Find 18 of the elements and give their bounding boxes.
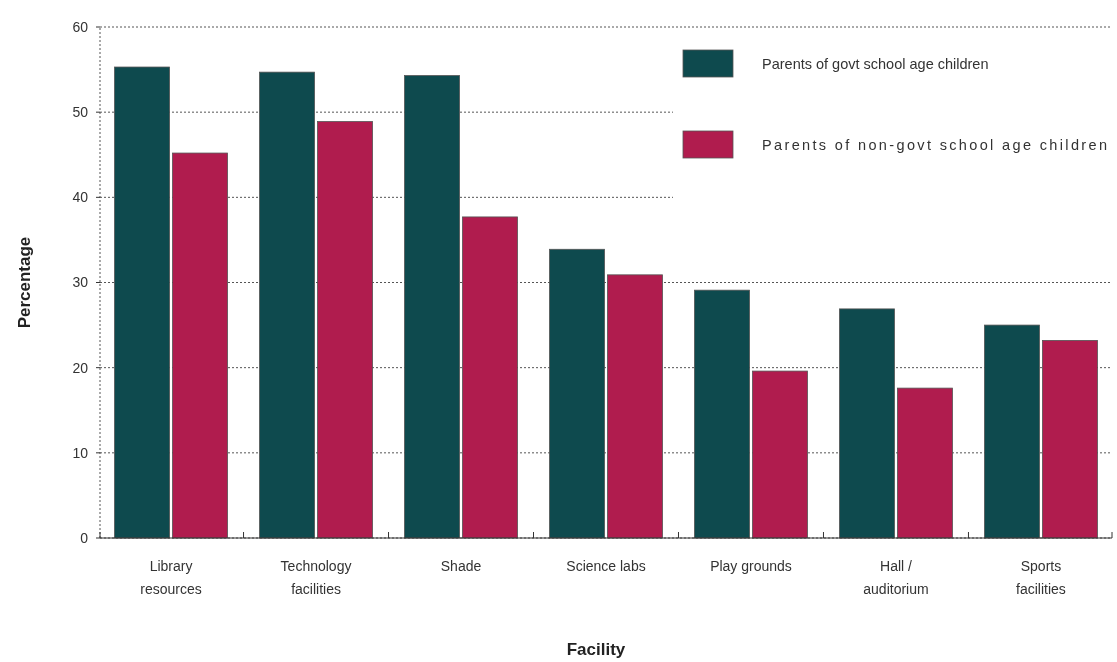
x-axis-title: Facility (566, 640, 626, 659)
x-tick-label: Science labs (566, 558, 646, 574)
y-tick-label: 50 (72, 104, 89, 121)
y-tick-label: 30 (72, 274, 89, 291)
y-tick-label: 60 (72, 18, 89, 35)
y-tick-label: 10 (72, 444, 89, 461)
y-tick-label: 40 (72, 189, 89, 206)
x-tick-label: Technology facilities (280, 558, 352, 597)
legend-label: Parents of non-govt school age children (762, 137, 1107, 153)
y-tick-label: 20 (72, 359, 89, 376)
x-tick-label: Shade (440, 558, 482, 574)
legend-label: Parents of govt school age children (762, 56, 989, 72)
y-tick-label: 0 (80, 529, 89, 546)
x-tick-label: Sports facilities (1016, 558, 1066, 597)
x-tick-label: Play grounds (710, 558, 792, 574)
x-tick-label: Hall / auditorium (863, 558, 929, 597)
x-tick-label: Library resources (140, 558, 202, 597)
y-axis-title: Percentage (15, 236, 34, 329)
